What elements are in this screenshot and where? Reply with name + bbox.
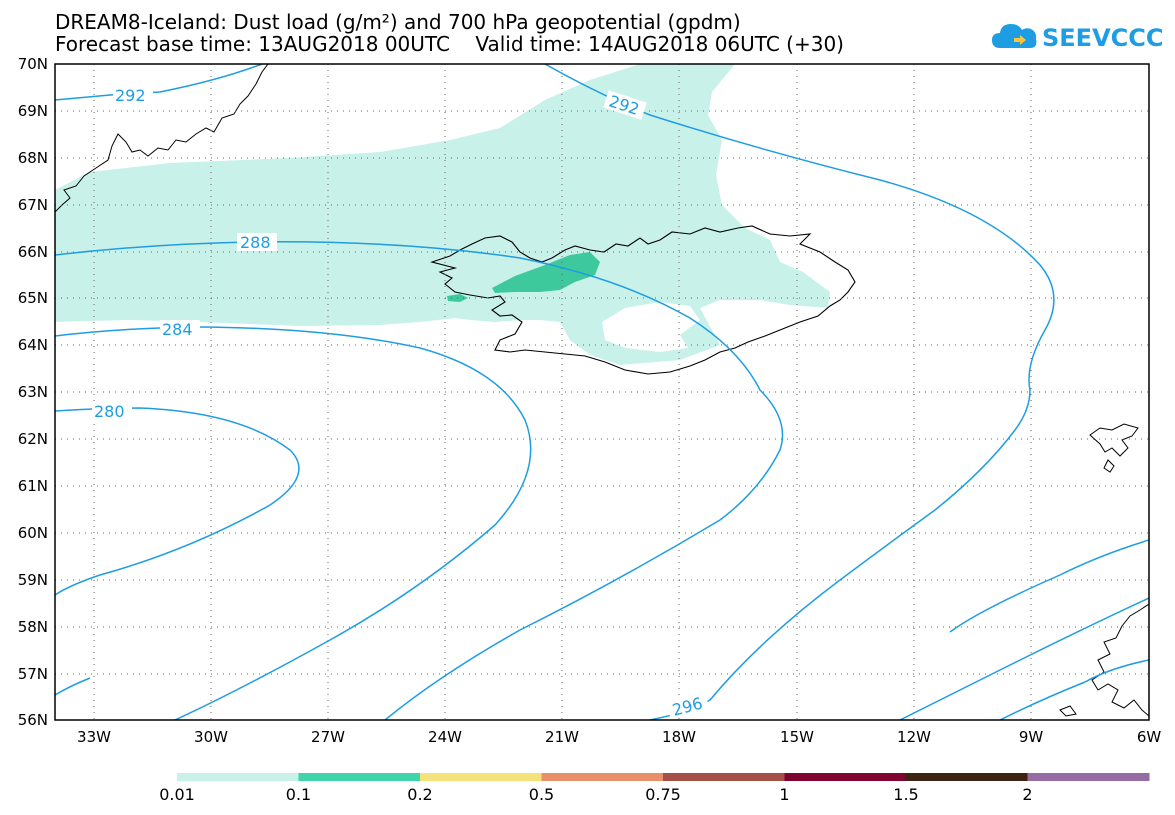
contour-label: 288 [240,233,271,252]
dust-area-low [55,64,830,365]
colorbar-label: 0.2 [407,785,433,804]
contour-label: 292 [115,86,146,105]
colorbar-segment [906,773,1028,781]
dust-gap [602,302,700,352]
greenland-coastline [55,64,269,213]
lon-label: 12W [897,728,931,746]
scotland-coastline [1059,603,1149,717]
lat-label: 57N [18,665,48,683]
grid-lines [55,64,1149,720]
contour-284 [55,326,532,720]
contour-300 [899,597,1149,720]
lon-label: 6W [1137,728,1162,746]
lon-label: 21W [545,728,579,746]
contour-296-east [55,677,91,696]
lon-label: 9W [1019,728,1044,746]
colorbar-segment [177,773,299,781]
colorbar-segment [784,773,907,781]
lat-label: 61N [18,477,48,495]
lat-label: 69N [18,102,48,120]
contour-label: 280 [94,402,125,421]
contour-304b [999,659,1149,720]
latitude-labels: 70N 69N 68N 67N 66N 65N 64N 63N 62N 61N … [18,55,48,729]
lat-label: 70N [18,55,48,73]
colorbar-label: 0.01 [159,785,195,804]
lat-label: 68N [18,149,48,167]
colorbar-label: 1 [779,785,790,804]
contour-304 [949,539,1149,633]
colorbar [177,773,1150,781]
lat-label: 67N [18,196,48,214]
logo-text: SEEVCCC [1042,24,1164,52]
contour-292-west [55,64,263,101]
lat-label: 58N [18,618,48,636]
lon-label: 18W [662,728,696,746]
lon-label: 33W [77,728,111,746]
lat-label: 63N [18,383,48,401]
contour-288 [55,241,784,720]
forecast-time-subtitle: Forecast base time: 13AUG2018 00UTC Vali… [55,32,844,56]
colorbar-segment [298,773,421,781]
longitude-labels: 33W 30W 27W 24W 21W 18W 15W 12W 9W 6W [77,728,1161,746]
lat-label: 60N [18,524,48,542]
contour-292-east [544,64,1055,720]
colorbar-label: 1.5 [893,785,919,804]
lon-label: 15W [780,728,814,746]
colorbar-label: 0.75 [645,785,681,804]
colorbar-segment [663,773,785,781]
seevccc-logo: SEEVCCC [990,16,1164,56]
lat-label: 56N [18,711,48,729]
lat-label: 62N [18,430,48,448]
lon-label: 27W [311,728,345,746]
colorbar-label: 2 [1022,785,1033,804]
lat-label: 65N [18,289,48,307]
dust-area-mid [492,252,600,293]
colorbar-segment [1027,773,1150,781]
contour-label: 284 [162,320,193,339]
iceland-coastline [430,225,856,375]
contour-280 [55,407,300,596]
geopotential-contours [55,64,1149,720]
colorbar-label: 0.5 [528,785,555,804]
lat-label: 66N [18,243,48,261]
lon-label: 30W [194,728,228,746]
lat-label: 64N [18,336,48,354]
colorbar-label: 0.1 [285,785,312,804]
colorbar-segment [541,773,664,781]
map-frame [54,63,1150,721]
lat-label: 59N [18,571,48,589]
colorbar-segment [420,773,542,781]
lon-label: 24W [428,728,462,746]
contour-label-boxes [92,86,710,720]
cloud-icon [992,24,1037,48]
map-title: DREAM8-Iceland: Dust load (g/m²) and 700… [55,10,741,34]
faroe-islands [1089,423,1139,473]
contour-label: 296 [670,694,704,720]
